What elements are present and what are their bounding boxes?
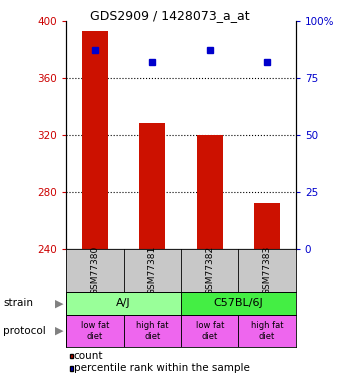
Text: percentile rank within the sample: percentile rank within the sample [74, 363, 250, 373]
Bar [124, 315, 181, 347]
Text: ▶: ▶ [55, 326, 64, 336]
Bar [197, 135, 223, 249]
Text: protocol: protocol [3, 326, 46, 336]
Text: count: count [74, 351, 103, 361]
Text: high fat
diet: high fat diet [251, 321, 283, 340]
Bar [238, 315, 296, 347]
Text: C57BL/6J: C57BL/6J [214, 298, 263, 308]
Text: GSM77381: GSM77381 [148, 246, 157, 295]
Text: GDS2909 / 1428073_a_at: GDS2909 / 1428073_a_at [90, 9, 250, 22]
Text: low fat
diet: low fat diet [81, 321, 109, 340]
Text: strain: strain [3, 298, 33, 308]
Text: GSM77382: GSM77382 [205, 246, 214, 295]
Bar [66, 292, 181, 315]
Bar [82, 31, 108, 249]
Bar [66, 315, 124, 347]
Text: GSM77380: GSM77380 [90, 246, 100, 295]
Text: high fat
diet: high fat diet [136, 321, 169, 340]
Bar [254, 203, 280, 249]
Text: GSM77383: GSM77383 [262, 246, 272, 295]
Text: A/J: A/J [116, 298, 131, 308]
Text: ▶: ▶ [55, 298, 64, 308]
Text: low fat
diet: low fat diet [195, 321, 224, 340]
Bar [181, 315, 238, 347]
Bar [139, 123, 165, 249]
Bar [181, 292, 296, 315]
